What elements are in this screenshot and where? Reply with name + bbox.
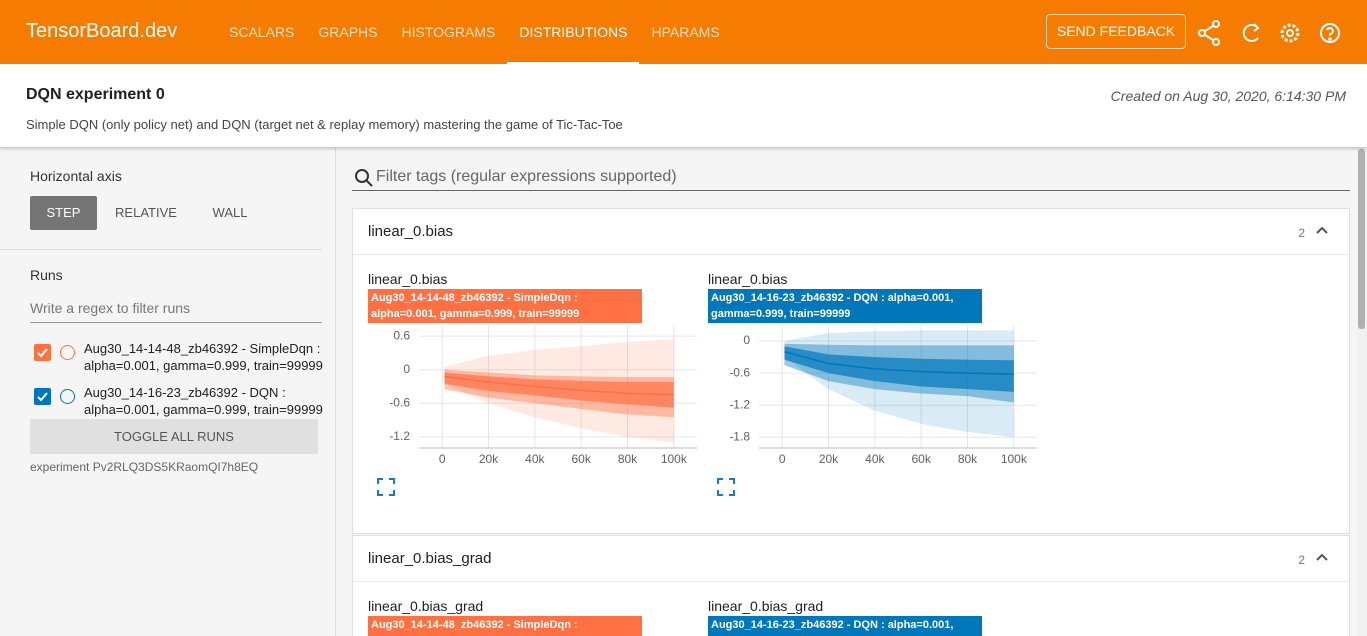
x-tick-label: 0 xyxy=(439,452,446,466)
x-tick-label: 40k xyxy=(525,452,545,466)
expand-icon[interactable] xyxy=(716,477,736,497)
run-name: Aug30_14-16-23_zb46392 - DQN : alpha=0.0… xyxy=(84,385,323,417)
nav-tab[interactable]: GRAPHS xyxy=(318,24,378,40)
median-line xyxy=(784,351,1014,375)
run-label: Aug30_14-16-23_zb46392 - DQN : alpha=0.0… xyxy=(708,616,982,636)
card-header[interactable]: linear_0.bias 2 xyxy=(353,209,1349,255)
axis-option[interactable]: WALL xyxy=(212,205,248,220)
group-count: 2 xyxy=(1298,226,1305,240)
x-tick-label: 60k xyxy=(911,452,931,466)
y-tick-label: -0.6 xyxy=(729,365,750,379)
collapse-icon[interactable] xyxy=(1315,225,1329,235)
run-color-circle[interactable] xyxy=(60,389,75,404)
run-label: Aug30_14-16-23_zb46392 - DQN : alpha=0.0… xyxy=(708,289,982,323)
group-name: linear_0.bias xyxy=(368,223,454,240)
run-row: Aug30_14-14-48_zb46392 - SimpleDqn : alp… xyxy=(30,340,325,376)
axis-option[interactable]: STEP xyxy=(30,196,97,230)
run-row: Aug30_14-16-23_zb46392 - DQN : alpha=0.0… xyxy=(30,384,325,420)
x-tick-label: 80k xyxy=(958,452,978,466)
group-name: linear_0.bias_grad xyxy=(368,550,492,567)
y-tick-label: -1.2 xyxy=(729,397,750,411)
group-count: 2 xyxy=(1298,553,1305,567)
toggle-all-runs[interactable]: TOGGLE ALL RUNS xyxy=(30,419,318,454)
distribution-chart: 0.6 0 -0.6 -1.2 0 20k 40k 60k 80k 100k xyxy=(389,325,697,466)
median-line xyxy=(444,375,674,396)
x-tick-label: 100k xyxy=(1001,452,1028,466)
axis-label: Horizontal axis xyxy=(30,168,122,184)
y-tick-label: -0.6 xyxy=(389,395,410,409)
nav-tab[interactable]: HISTOGRAMS xyxy=(401,24,496,40)
run-checkbox[interactable] xyxy=(34,388,51,405)
tag-group-card: linear_0.bias_grad 2 linear_0.bias_grad Aug… xyxy=(352,535,1350,636)
brand[interactable]: TensorBoard.dev xyxy=(26,20,178,42)
x-tick-label: 20k xyxy=(479,452,499,466)
x-tick-label: 100k xyxy=(661,452,688,466)
nav-tab[interactable]: SCALARS xyxy=(229,24,295,40)
top-bar: TensorBoard.dev SCALARS GRAPHS HISTOGRAMS D… xyxy=(0,0,1367,64)
run-checkbox[interactable] xyxy=(34,344,51,361)
x-tick-label: 40k xyxy=(865,452,885,466)
collapse-icon[interactable] xyxy=(1315,552,1329,562)
runs-filter[interactable]: Write a regex to filter runs xyxy=(30,300,322,323)
chart-card: linear_0.bias_grad Aug30_14-14-48_zb46392… xyxy=(368,598,698,636)
experiment-description: Simple DQN (only policy net) and DQN (ta… xyxy=(26,117,623,132)
refresh-icon[interactable] xyxy=(1242,23,1260,42)
runs-label: Runs xyxy=(30,267,63,283)
axis-option[interactable]: RELATIVE xyxy=(115,205,177,220)
experiment-id: experiment Pv2RLQ3DS5KRaomQI7h8EQ xyxy=(30,460,259,474)
expand-icon[interactable] xyxy=(376,477,396,497)
card-header[interactable]: linear_0.bias_grad 2 xyxy=(353,536,1349,582)
x-tick-label: 0 xyxy=(779,452,786,466)
scroll-thumb[interactable] xyxy=(1358,149,1365,329)
chart-card: linear_0.bias Aug30_14-14-48_zb46392 - Si… xyxy=(368,271,698,497)
nav-tab[interactable]: DISTRIBUTIONS xyxy=(507,0,640,64)
header-icons xyxy=(1198,20,1340,46)
chart-title: linear_0.bias_grad xyxy=(368,598,484,614)
check-mark xyxy=(37,392,48,402)
distribution-chart: 0 -0.6 -1.2 -1.8 0 20k 40k 60k 80k 100k xyxy=(729,325,1037,466)
run-color-circle[interactable] xyxy=(60,345,75,360)
run-label: Aug30_14-14-48_zb46392 - SimpleDqn : alp… xyxy=(368,616,642,636)
send-feedback-button[interactable]: SEND FEEDBACK xyxy=(1046,14,1186,49)
tag-filter[interactable]: Filter tags (regular expressions support… xyxy=(352,167,1350,191)
settings-icon[interactable] xyxy=(1280,23,1300,43)
tag-group-card: linear_0.bias 2 linear_0.bias Aug30_14-14-4… xyxy=(352,208,1350,534)
y-tick-label: 0 xyxy=(403,362,410,376)
run-label: Aug30_14-14-48_zb46392 - SimpleDqn : alp… xyxy=(368,289,642,323)
main-content: Filter tags (regular expressions support… xyxy=(337,147,1357,636)
chart-title: linear_0.bias xyxy=(708,271,788,287)
chart-title: linear_0.bias_grad xyxy=(708,598,824,614)
chart-card: linear_0.bias Aug30_14-16-23_zb46392 - DQ… xyxy=(708,271,1038,497)
y-tick-label: -1.2 xyxy=(389,429,410,443)
chart-card: linear_0.bias_grad Aug30_14-16-23_zb46392… xyxy=(708,598,1038,636)
experiment-title: DQN experiment 0 xyxy=(26,86,165,103)
search-icon xyxy=(355,169,373,187)
chart-title: linear_0.bias xyxy=(368,271,448,287)
y-tick-label: 0 xyxy=(743,333,750,347)
x-tick-label: 60k xyxy=(571,452,591,466)
divider xyxy=(0,249,322,250)
help-icon[interactable] xyxy=(1320,23,1340,43)
x-tick-label: 20k xyxy=(819,452,839,466)
distribution-band xyxy=(444,372,674,408)
created-date: Created on Aug 30, 2020, 6:14:30 PM xyxy=(1110,88,1346,104)
run-name: Aug30_14-14-48_zb46392 - SimpleDqn : alp… xyxy=(84,341,323,373)
tabs: SCALARS GRAPHS HISTOGRAMS DISTRIBUTIONS HPAR… xyxy=(217,0,732,64)
share-icon[interactable] xyxy=(1198,20,1220,46)
scrollbar[interactable] xyxy=(1357,147,1367,636)
sidebar: Horizontal axis Runs Write a regex to fi… xyxy=(0,147,336,636)
y-tick-label: 0.6 xyxy=(393,328,410,342)
distribution-band xyxy=(784,346,1014,392)
nav-tab[interactable]: HPARAMS xyxy=(651,24,720,40)
y-tick-label: -1.8 xyxy=(729,429,750,443)
experiment-header: DQN experiment 0 Created on Aug 30, 2020… xyxy=(0,64,1367,147)
check-mark xyxy=(37,348,48,358)
x-tick-label: 80k xyxy=(618,452,638,466)
